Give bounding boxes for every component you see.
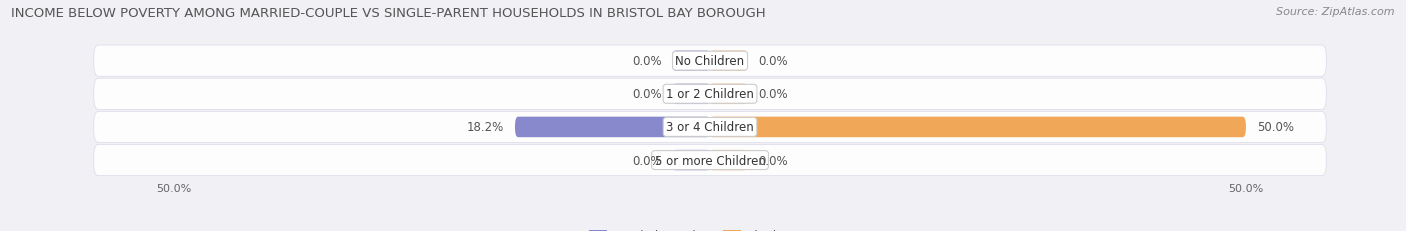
Text: 1 or 2 Children: 1 or 2 Children	[666, 88, 754, 101]
FancyBboxPatch shape	[710, 150, 748, 171]
FancyBboxPatch shape	[94, 145, 1326, 176]
Text: 0.0%: 0.0%	[633, 55, 662, 68]
FancyBboxPatch shape	[515, 117, 710, 138]
FancyBboxPatch shape	[672, 150, 710, 171]
Text: 0.0%: 0.0%	[633, 88, 662, 101]
FancyBboxPatch shape	[710, 51, 748, 72]
Text: 18.2%: 18.2%	[467, 121, 505, 134]
Text: 0.0%: 0.0%	[633, 154, 662, 167]
FancyBboxPatch shape	[672, 51, 710, 72]
Text: INCOME BELOW POVERTY AMONG MARRIED-COUPLE VS SINGLE-PARENT HOUSEHOLDS IN BRISTOL: INCOME BELOW POVERTY AMONG MARRIED-COUPL…	[11, 7, 766, 20]
Text: 5 or more Children: 5 or more Children	[655, 154, 765, 167]
FancyBboxPatch shape	[710, 84, 748, 105]
Text: No Children: No Children	[675, 55, 745, 68]
FancyBboxPatch shape	[710, 117, 1246, 138]
Text: 0.0%: 0.0%	[758, 154, 787, 167]
Text: 0.0%: 0.0%	[758, 55, 787, 68]
Text: 50.0%: 50.0%	[1257, 121, 1294, 134]
Legend: Married Couples, Single Parents: Married Couples, Single Parents	[585, 224, 835, 231]
FancyBboxPatch shape	[94, 79, 1326, 110]
Text: 3 or 4 Children: 3 or 4 Children	[666, 121, 754, 134]
Text: Source: ZipAtlas.com: Source: ZipAtlas.com	[1277, 7, 1395, 17]
Text: 0.0%: 0.0%	[758, 88, 787, 101]
FancyBboxPatch shape	[94, 112, 1326, 143]
FancyBboxPatch shape	[94, 46, 1326, 77]
FancyBboxPatch shape	[672, 84, 710, 105]
